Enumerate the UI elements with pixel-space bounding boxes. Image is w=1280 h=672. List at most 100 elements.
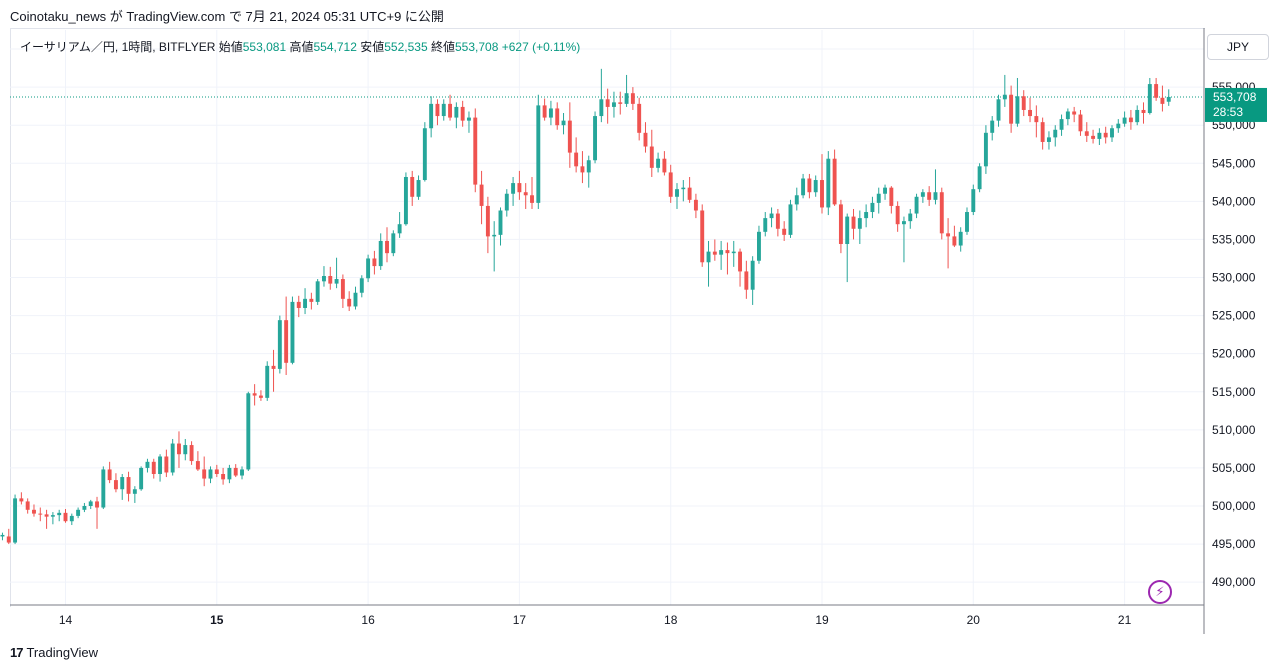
candle-body xyxy=(473,117,478,185)
lightning-icon[interactable]: ⚡ xyxy=(1148,580,1172,604)
candle-body xyxy=(107,469,112,481)
candle-body xyxy=(113,480,118,490)
candle-body xyxy=(1002,94,1007,100)
candle-body xyxy=(233,467,238,476)
candle-body xyxy=(195,461,200,470)
candle-body xyxy=(530,195,534,203)
candle-body xyxy=(523,192,528,196)
last-price-value: 553,708 xyxy=(1213,90,1257,104)
y-tick-label: 525,000 xyxy=(1212,309,1256,323)
symbol-label[interactable]: イーサリアム／円, 1時間, BITFLYER xyxy=(20,40,216,54)
candle-body xyxy=(933,192,938,200)
candle-body xyxy=(164,456,169,473)
candle-body xyxy=(832,158,837,205)
candle-body xyxy=(6,536,11,543)
candle-body xyxy=(983,132,988,167)
y-tick-label: 515,000 xyxy=(1212,385,1256,399)
publish-caption: Coinotaku_news が TradingView.com で 7月 21… xyxy=(10,9,444,24)
open-value: 553,081 xyxy=(242,40,287,54)
currency-button[interactable]: JPY xyxy=(1207,34,1269,60)
candle-body xyxy=(347,298,352,307)
candle-body xyxy=(448,103,453,118)
candle-body xyxy=(454,106,459,118)
candle-body xyxy=(990,120,995,133)
candle-body xyxy=(775,213,780,229)
candle-body xyxy=(416,180,421,197)
candle-body xyxy=(561,120,566,126)
y-tick-label: 530,000 xyxy=(1212,271,1256,285)
candle-body xyxy=(826,158,831,208)
candle-body xyxy=(467,117,471,121)
candle-body xyxy=(492,234,497,237)
y-tick-label: 495,000 xyxy=(1212,537,1256,551)
candle-body xyxy=(757,231,761,261)
candle-body xyxy=(1128,117,1133,123)
candle-body xyxy=(1065,111,1070,120)
tradingview-logo[interactable]: 17 TradingView xyxy=(10,645,98,660)
candle-body xyxy=(403,176,408,225)
candle-body xyxy=(876,193,881,203)
candle-body xyxy=(126,477,131,494)
y-tick-label: 500,000 xyxy=(1212,499,1256,513)
candle-body xyxy=(1154,84,1159,98)
candle-body xyxy=(214,469,219,475)
candle-body xyxy=(435,103,440,117)
candle-body xyxy=(1028,109,1032,117)
logo-mark: 17 xyxy=(10,645,24,660)
candle-body xyxy=(612,102,616,107)
candle-body xyxy=(649,146,654,168)
candle-body xyxy=(731,251,736,254)
x-tick-label: 18 xyxy=(664,613,678,627)
candle-body xyxy=(586,160,591,173)
candle-body xyxy=(782,228,787,235)
candle-body xyxy=(1147,84,1152,114)
candle-body xyxy=(498,210,503,235)
candle-body xyxy=(794,195,799,205)
candle-body xyxy=(1135,109,1140,123)
candle-body xyxy=(901,221,906,225)
candle-body xyxy=(145,461,150,468)
candle-body xyxy=(19,498,24,502)
candle-body xyxy=(1160,97,1165,104)
candle-body xyxy=(763,218,768,232)
candle-body xyxy=(76,509,81,516)
x-tick-label: 21 xyxy=(1118,613,1132,627)
candle-body xyxy=(177,443,181,455)
candle-body xyxy=(1084,131,1089,136)
candle-body xyxy=(397,224,402,234)
candle-body xyxy=(1166,96,1171,102)
candle-body xyxy=(738,251,743,272)
candle-body xyxy=(952,236,957,246)
candle-body xyxy=(851,216,856,229)
candle-body xyxy=(548,108,553,118)
candle-body xyxy=(296,301,301,308)
candle-body xyxy=(1015,96,1020,124)
candle-body xyxy=(32,509,36,514)
high-label: 高値 xyxy=(289,40,314,54)
low-value: 552,535 xyxy=(384,40,428,54)
candle-body xyxy=(322,275,326,282)
candle-body xyxy=(1053,129,1058,138)
last-price-tag xyxy=(1205,87,1267,122)
bar-countdown: 28:53 xyxy=(1213,105,1243,119)
candle-body xyxy=(101,469,106,508)
candle-body xyxy=(908,213,913,222)
candle-body xyxy=(315,281,320,302)
candle-body xyxy=(1122,117,1127,124)
candle-body xyxy=(13,498,18,543)
x-tick-label: 19 xyxy=(815,613,829,627)
candle-body xyxy=(372,258,377,267)
candle-body xyxy=(82,505,87,510)
close-label: 終値 xyxy=(430,40,455,54)
candle-body xyxy=(605,99,610,107)
candle-body xyxy=(208,469,213,479)
plot-area[interactable] xyxy=(10,28,1205,607)
x-tick-label: 16 xyxy=(361,613,375,627)
candle-body xyxy=(624,93,629,104)
candle-body xyxy=(895,205,900,225)
candle-body xyxy=(555,108,560,126)
candle-body xyxy=(889,187,894,206)
change-value: +627 (+0.11%) xyxy=(501,40,581,54)
candle-body xyxy=(183,445,188,455)
